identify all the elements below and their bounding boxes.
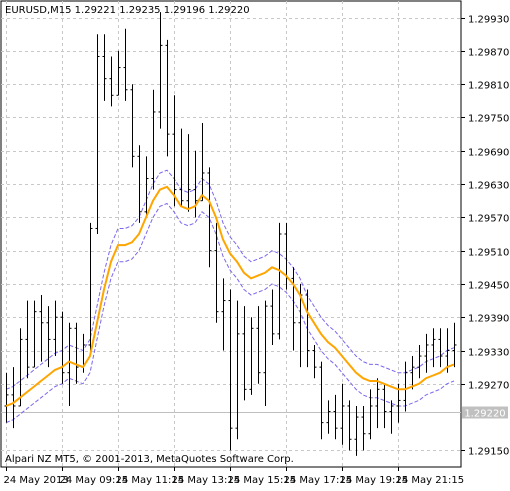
ohlc-bar [179,128,184,207]
ohlc-bar [326,400,331,434]
ohlc-bar [11,367,16,429]
price-tick-label: 1.29930 [468,15,509,26]
ohlc-bar [95,34,100,234]
ohlc-bar [305,289,310,368]
ohlc-bar [291,267,296,351]
ohlc-bar [39,295,44,362]
moving-average-line [5,185,455,407]
price-tick-label: 1.29330 [468,348,509,359]
ohlc-bar [214,222,219,323]
envelope-lower-line [5,202,455,424]
price-tick-label: 1.29690 [468,148,509,159]
ohlc-bar [165,39,170,157]
ohlc-bar [438,328,443,368]
ohlc-bar [361,405,366,451]
ohlc-bar [382,383,387,429]
price-tick-label: 1.29870 [468,48,509,59]
time-tick-label: 24 May 19:15 [340,475,409,486]
ohlc-bar [172,95,177,207]
ohlc-bar [200,123,205,202]
ohlc-bar [32,300,37,368]
ohlc-bar [53,300,58,357]
ohlc-bar [263,300,268,406]
ohlc-bar [228,289,233,451]
price-tick-label: 1.29450 [468,281,509,292]
ohlc-bar [25,300,30,379]
time-tick-label: 24 May 13:15 [172,475,241,486]
ohlc-bar [242,306,247,401]
ohlc-bar [67,322,72,406]
ohlc-bar [207,167,212,268]
ohlc-bar [354,405,359,456]
ohlc-bar [340,383,345,445]
symbol-header: EURUSD,M15 1.29221 1.29235 1.29196 1.292… [5,5,250,16]
ohlc-bar [151,89,156,190]
ohlc-bar [60,311,65,384]
ohlc-bar [431,328,436,368]
ohlc-bar [130,84,135,168]
envelope-upper-line [5,169,455,390]
ohlc-bar [221,278,226,351]
price-tick-label: 1.29570 [468,214,509,225]
current-price-label: 1.29220 [464,409,505,420]
price-tick-label: 1.29630 [468,181,509,192]
ohlc-bar [270,289,275,345]
current-price-tag [462,406,508,419]
ohlc-bar [319,361,324,440]
time-tick-label: 24 May 15:15 [228,475,297,486]
ohlc-bar [333,394,338,440]
ohlc-bar [417,344,422,379]
time-tick-label: 24 May 21:15 [396,475,465,486]
ohlc-bar [88,222,93,351]
ohlc-bar [235,300,240,440]
ohlc-bar [312,344,317,379]
ohlc-bar [46,306,51,368]
ohlc-bar [102,34,107,101]
ohlc-bars [4,12,457,456]
price-tick-label: 1.29750 [468,114,509,125]
ohlc-bar [452,322,457,368]
ohlc-bar [389,400,394,434]
ohlc-bar [368,389,373,440]
copyright-text: Alpari NZ MT5, © 2001-2013, MetaQuotes S… [5,454,294,465]
ohlc-bar [74,322,79,384]
price-tick-label: 1.29270 [468,381,509,392]
price-axis[interactable]: 1.29930 1.29870 1.29810 1.29750 1.29690 1.296… [461,15,509,458]
time-tick-label: 24 May 11:15 [116,475,185,486]
ohlc-bar [375,378,380,429]
time-tick-label: 24 May 17:15 [284,475,353,486]
ohlc-bar [403,361,408,412]
price-tick-label: 1.29390 [468,314,509,325]
ohlc-bar [18,328,23,407]
ohlc-bar [137,145,142,223]
ohlc-bar [144,156,149,218]
ohlc-bar [347,400,352,451]
price-tick-label: 1.29810 [468,81,509,92]
price-tick-label: 1.29510 [468,248,509,259]
ohlc-bar [116,50,121,96]
ohlc-bar [445,328,450,373]
price-tick-label: 1.29150 [468,447,509,458]
envelopes-indicator [5,169,455,424]
time-tick-label: 24 May 2013 [4,475,69,486]
time-tick-label: 24 May 09:15 [60,475,129,486]
ohlc-bar [249,317,254,395]
ohlc-bar [410,356,415,390]
ohlc-bar [424,333,429,373]
ohlc-bar [277,222,282,340]
ohlc-bar [186,134,191,212]
ohlc-bar [123,28,128,101]
moving-average-indicator [5,185,455,407]
ohlc-bar [256,306,261,384]
ohlc-bar [109,56,114,107]
ohlc-bar [158,12,163,129]
